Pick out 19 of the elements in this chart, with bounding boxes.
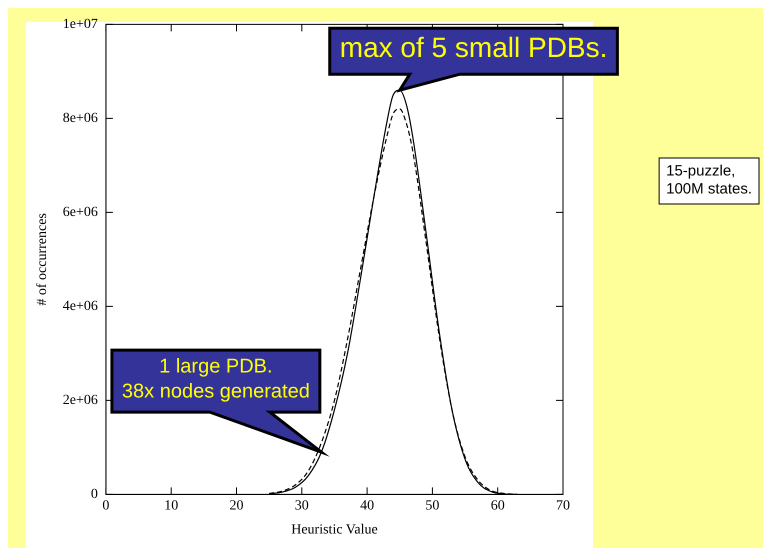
y-tick-label: 2e+06 xyxy=(62,393,98,408)
annotation: 1 large PDB. 38x nodes generated xyxy=(122,356,310,403)
x-tick-label: 70 xyxy=(556,498,570,514)
y-tick-label: 0 xyxy=(90,487,98,502)
x-tick-label: 40 xyxy=(360,498,374,514)
x-tick-label: 10 xyxy=(164,498,178,514)
x-tick-label: 50 xyxy=(425,498,440,514)
x-tick-label: 20 xyxy=(230,498,244,514)
x-axis-title: Heuristic Value xyxy=(291,522,378,538)
x-tick-label: 30 xyxy=(294,498,309,514)
x-tick-label: 60 xyxy=(490,498,505,514)
y-tick-label: 6e+06 xyxy=(62,205,98,220)
x-tick-label: 0 xyxy=(102,498,110,514)
y-tick-label: 8e+06 xyxy=(62,111,98,126)
annotation: max of 5 small PDBs. xyxy=(340,32,608,63)
y-tick-label: 4e+06 xyxy=(62,299,98,314)
text: 15-puzzle, 100M states. xyxy=(666,162,752,198)
y-tick-label: 1e+07 xyxy=(62,17,98,32)
y-axis-title: # of occurrences xyxy=(35,213,50,306)
